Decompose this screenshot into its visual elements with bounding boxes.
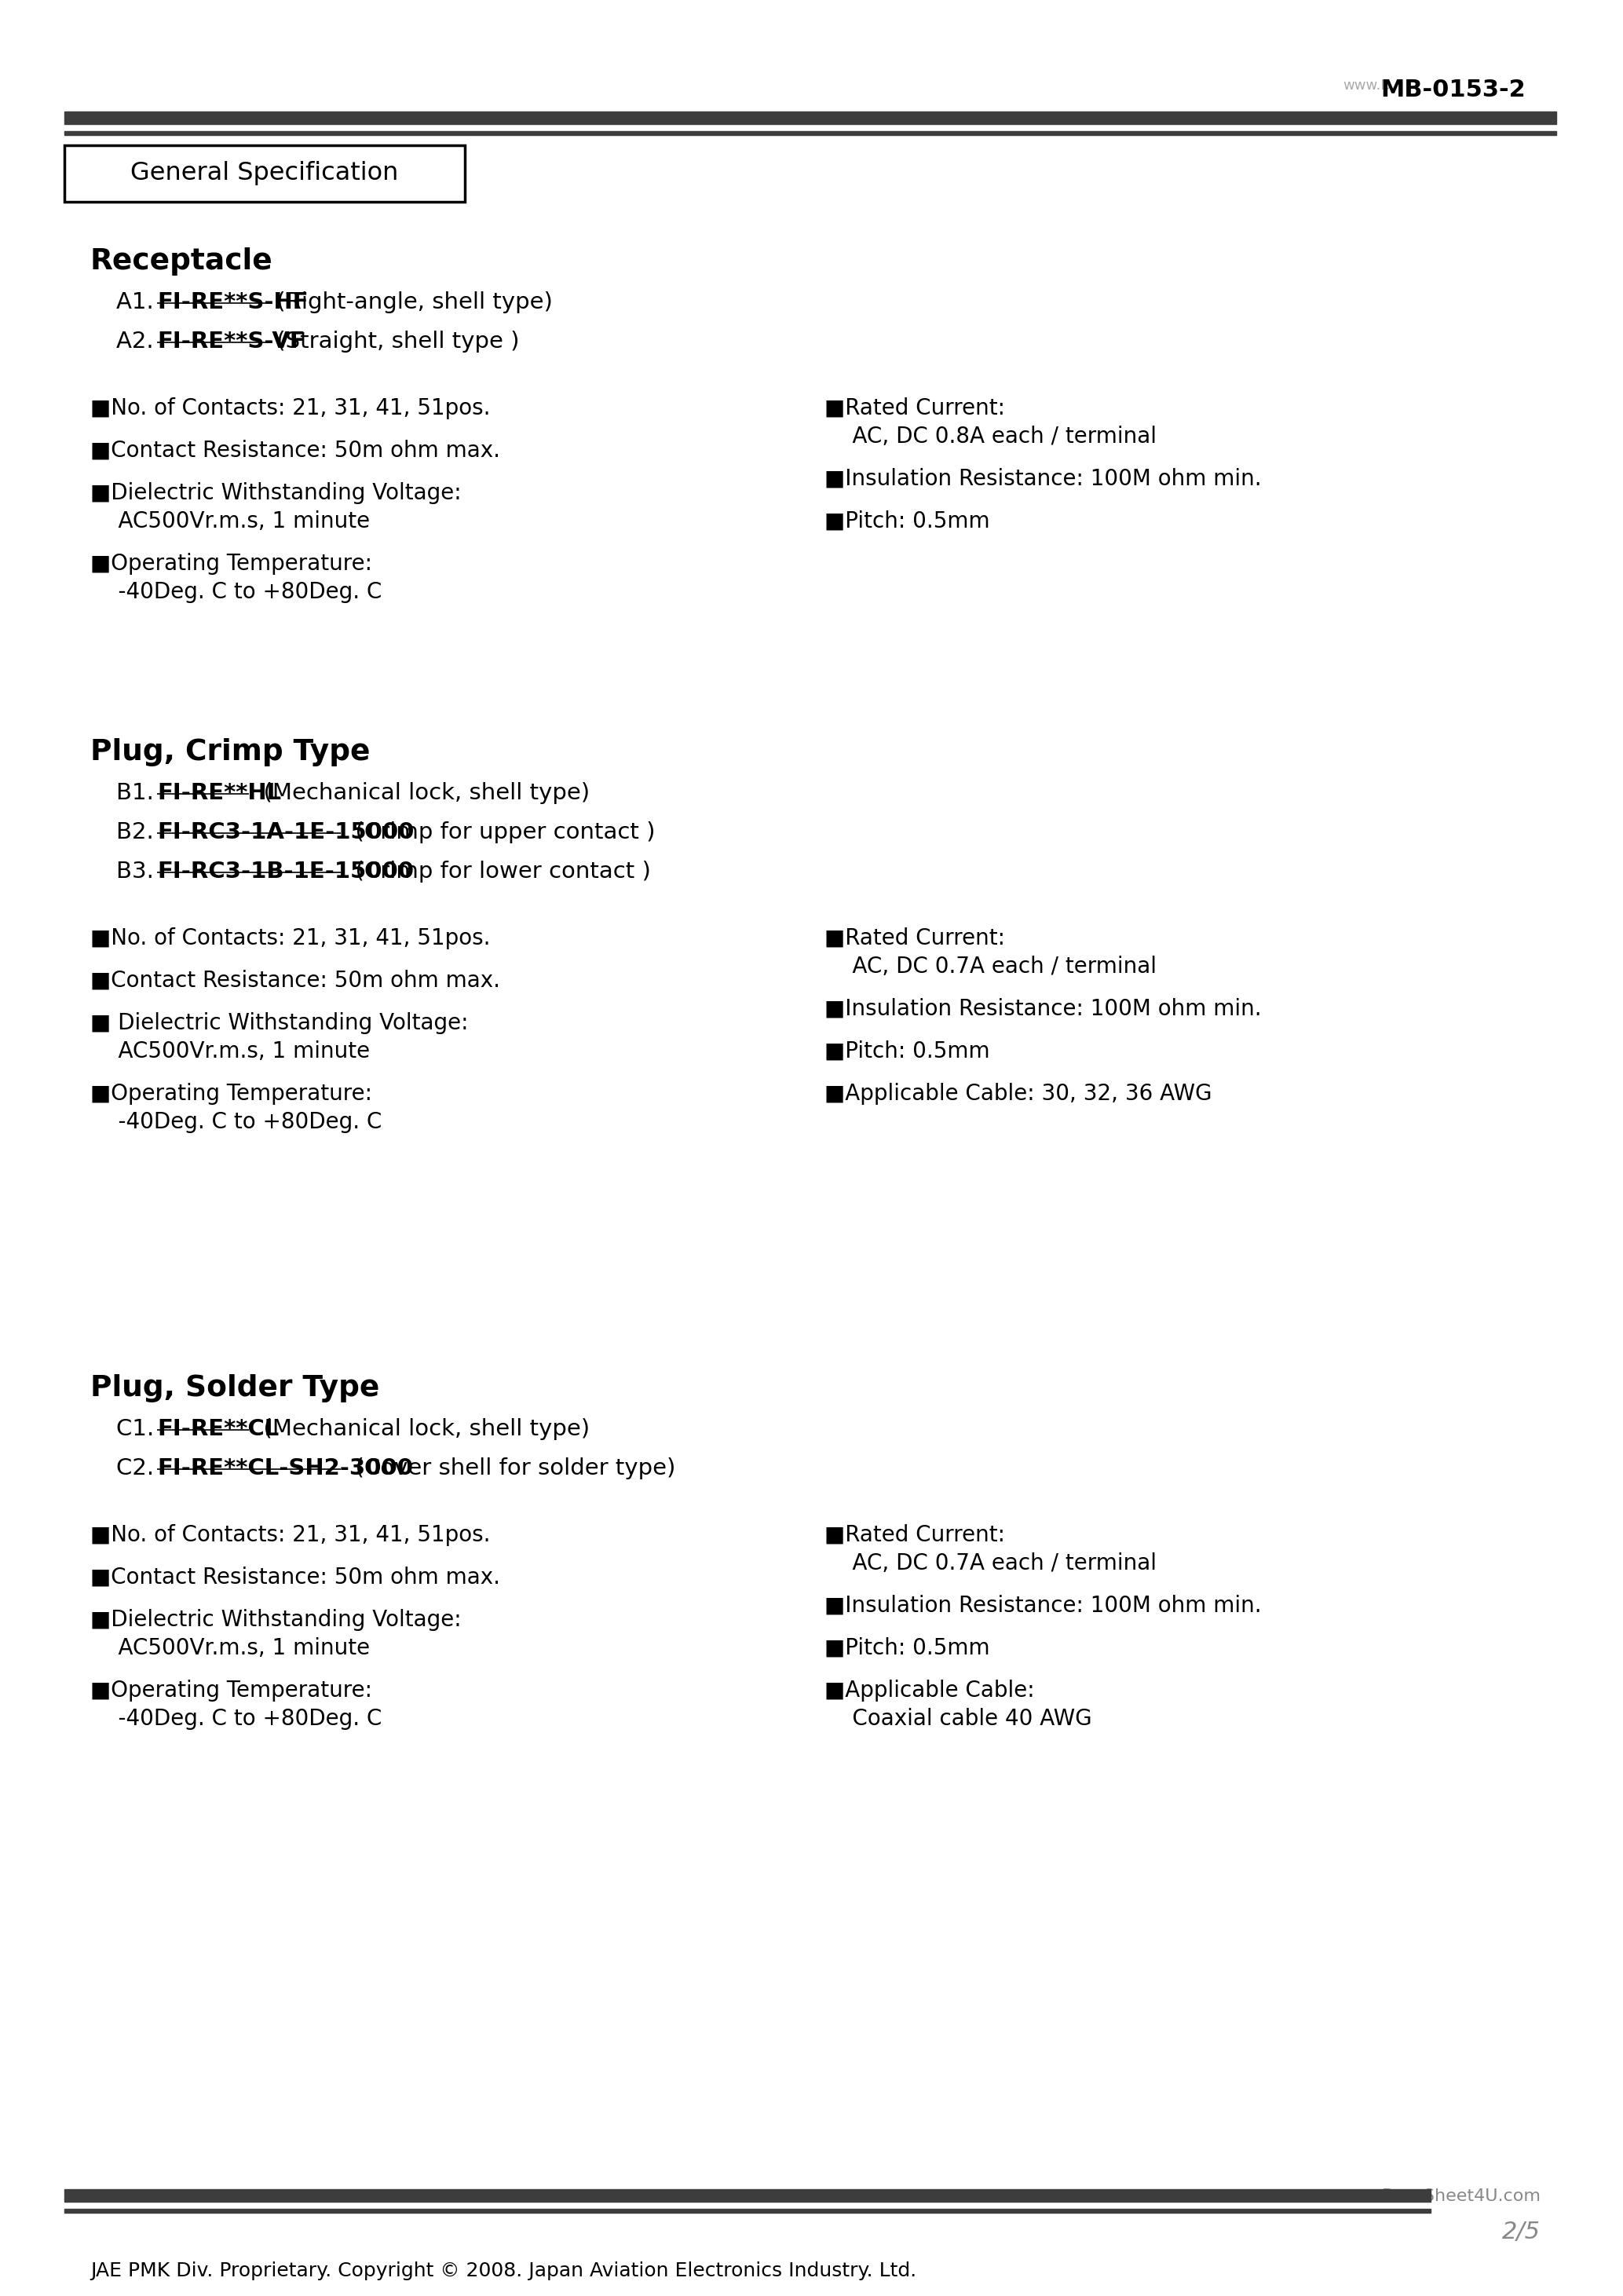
Bar (65, 131, 1556, 135)
Text: Plug, Crimp Type: Plug, Crimp Type (91, 737, 370, 767)
Text: ■Insulation Resistance: 100M ohm min.: ■Insulation Resistance: 100M ohm min. (824, 1596, 1261, 1616)
Text: Plug, Solder Type: Plug, Solder Type (91, 1373, 380, 1403)
Text: ■Dielectric Withstanding Voltage:: ■Dielectric Withstanding Voltage: (91, 1609, 461, 1630)
Bar (65, 2188, 1430, 2202)
Text: ■Applicable Cable: 30, 32, 36 AWG: ■Applicable Cable: 30, 32, 36 AWG (824, 1084, 1212, 1104)
Text: ■Pitch: 0.5mm: ■Pitch: 0.5mm (824, 1637, 990, 1660)
Text: B3.: B3. (117, 861, 161, 882)
Text: FI-RC3-1B-1E-15000: FI-RC3-1B-1E-15000 (157, 861, 414, 882)
Text: AC500Vr.m.s, 1 minute: AC500Vr.m.s, 1 minute (91, 1040, 370, 1063)
Text: (Straight, shell type ): (Straight, shell type ) (269, 331, 519, 354)
Text: -40Deg. C to +80Deg. C: -40Deg. C to +80Deg. C (91, 1708, 381, 1729)
Text: C2.: C2. (117, 1458, 161, 1479)
Text: FI-RE**HL: FI-RE**HL (157, 783, 281, 804)
Text: A1.: A1. (117, 292, 161, 312)
Text: B2.: B2. (117, 822, 161, 843)
Text: ■No. of Contacts: 21, 31, 41, 51pos.: ■No. of Contacts: 21, 31, 41, 51pos. (91, 1525, 490, 1545)
Text: (Mechanical lock, shell type): (Mechanical lock, shell type) (248, 783, 591, 804)
Text: ■Operating Temperature:: ■Operating Temperature: (91, 1681, 372, 1701)
Text: (Crimp for upper contact ): (Crimp for upper contact ) (341, 822, 656, 843)
Bar (65, 145, 464, 202)
Text: JAE PMK Div. Proprietary. Copyright © 2008. Japan Aviation Electronics Industry.: JAE PMK Div. Proprietary. Copyright © 20… (91, 2262, 917, 2280)
Text: AC, DC 0.8A each / terminal: AC, DC 0.8A each / terminal (824, 425, 1157, 448)
Text: Receptacle: Receptacle (91, 248, 273, 276)
Text: FI-RE**S-VF: FI-RE**S-VF (157, 331, 305, 354)
Text: A2.: A2. (117, 331, 161, 354)
Text: ■ Dielectric Withstanding Voltage:: ■ Dielectric Withstanding Voltage: (91, 1013, 469, 1033)
Text: Coaxial cable 40 AWG: Coaxial cable 40 AWG (824, 1708, 1092, 1729)
Text: (Cover shell for solder type): (Cover shell for solder type) (341, 1458, 675, 1479)
Text: ■Contact Resistance: 50m ohm max.: ■Contact Resistance: 50m ohm max. (91, 441, 500, 461)
Bar (65, 113, 1556, 124)
Text: ■Contact Resistance: 50m ohm max.: ■Contact Resistance: 50m ohm max. (91, 969, 500, 992)
Text: General Specification: General Specification (130, 161, 399, 186)
Text: www.D: www.D (1342, 78, 1391, 92)
Text: AC, DC 0.7A each / terminal: AC, DC 0.7A each / terminal (824, 955, 1157, 978)
Text: ■Operating Temperature:: ■Operating Temperature: (91, 553, 372, 574)
Text: ■Insulation Resistance: 100M ohm min.: ■Insulation Resistance: 100M ohm min. (824, 999, 1261, 1019)
Text: FI-RE**CL-SH2-3000: FI-RE**CL-SH2-3000 (157, 1458, 414, 1479)
Text: 2/5: 2/5 (1501, 2220, 1540, 2243)
Text: ■Applicable Cable:: ■Applicable Cable: (824, 1681, 1034, 1701)
Text: ■Rated Current:: ■Rated Current: (824, 1525, 1005, 1545)
Text: MB-0153-2: MB-0153-2 (1381, 78, 1526, 101)
Text: (Mechanical lock, shell type): (Mechanical lock, shell type) (248, 1419, 591, 1440)
Text: ■No. of Contacts: 21, 31, 41, 51pos.: ■No. of Contacts: 21, 31, 41, 51pos. (91, 928, 490, 948)
Text: ■Operating Temperature:: ■Operating Temperature: (91, 1084, 372, 1104)
Text: FI-RE**S-HF: FI-RE**S-HF (157, 292, 308, 312)
Text: AC500Vr.m.s, 1 minute: AC500Vr.m.s, 1 minute (91, 1637, 370, 1660)
Text: (Right-angle, shell type): (Right-angle, shell type) (269, 292, 553, 312)
Text: ■Rated Current:: ■Rated Current: (824, 928, 1005, 948)
Text: B1.: B1. (117, 783, 161, 804)
Text: ■Insulation Resistance: 100M ohm min.: ■Insulation Resistance: 100M ohm min. (824, 468, 1261, 489)
Text: FI-RC3-1A-1E-15000: FI-RC3-1A-1E-15000 (157, 822, 414, 843)
Bar (65, 2209, 1430, 2213)
Text: AC, DC 0.7A each / terminal: AC, DC 0.7A each / terminal (824, 1552, 1157, 1575)
Text: AC500Vr.m.s, 1 minute: AC500Vr.m.s, 1 minute (91, 510, 370, 533)
Text: ■No. of Contacts: 21, 31, 41, 51pos.: ■No. of Contacts: 21, 31, 41, 51pos. (91, 397, 490, 420)
Text: -40Deg. C to +80Deg. C: -40Deg. C to +80Deg. C (91, 1111, 381, 1134)
Text: -40Deg. C to +80Deg. C: -40Deg. C to +80Deg. C (91, 581, 381, 604)
Text: ■Pitch: 0.5mm: ■Pitch: 0.5mm (824, 1040, 990, 1063)
Text: ■Rated Current:: ■Rated Current: (824, 397, 1005, 420)
Text: (Crimp for lower contact ): (Crimp for lower contact ) (341, 861, 651, 882)
Text: www.DataSheet4U.com: www.DataSheet4U.com (1334, 2188, 1540, 2204)
Text: ■Dielectric Withstanding Voltage:: ■Dielectric Withstanding Voltage: (91, 482, 461, 505)
Text: C1.: C1. (117, 1419, 161, 1440)
Text: ■Pitch: 0.5mm: ■Pitch: 0.5mm (824, 510, 990, 533)
Text: FI-RE**CL: FI-RE**CL (157, 1419, 279, 1440)
Text: ■Contact Resistance: 50m ohm max.: ■Contact Resistance: 50m ohm max. (91, 1566, 500, 1589)
